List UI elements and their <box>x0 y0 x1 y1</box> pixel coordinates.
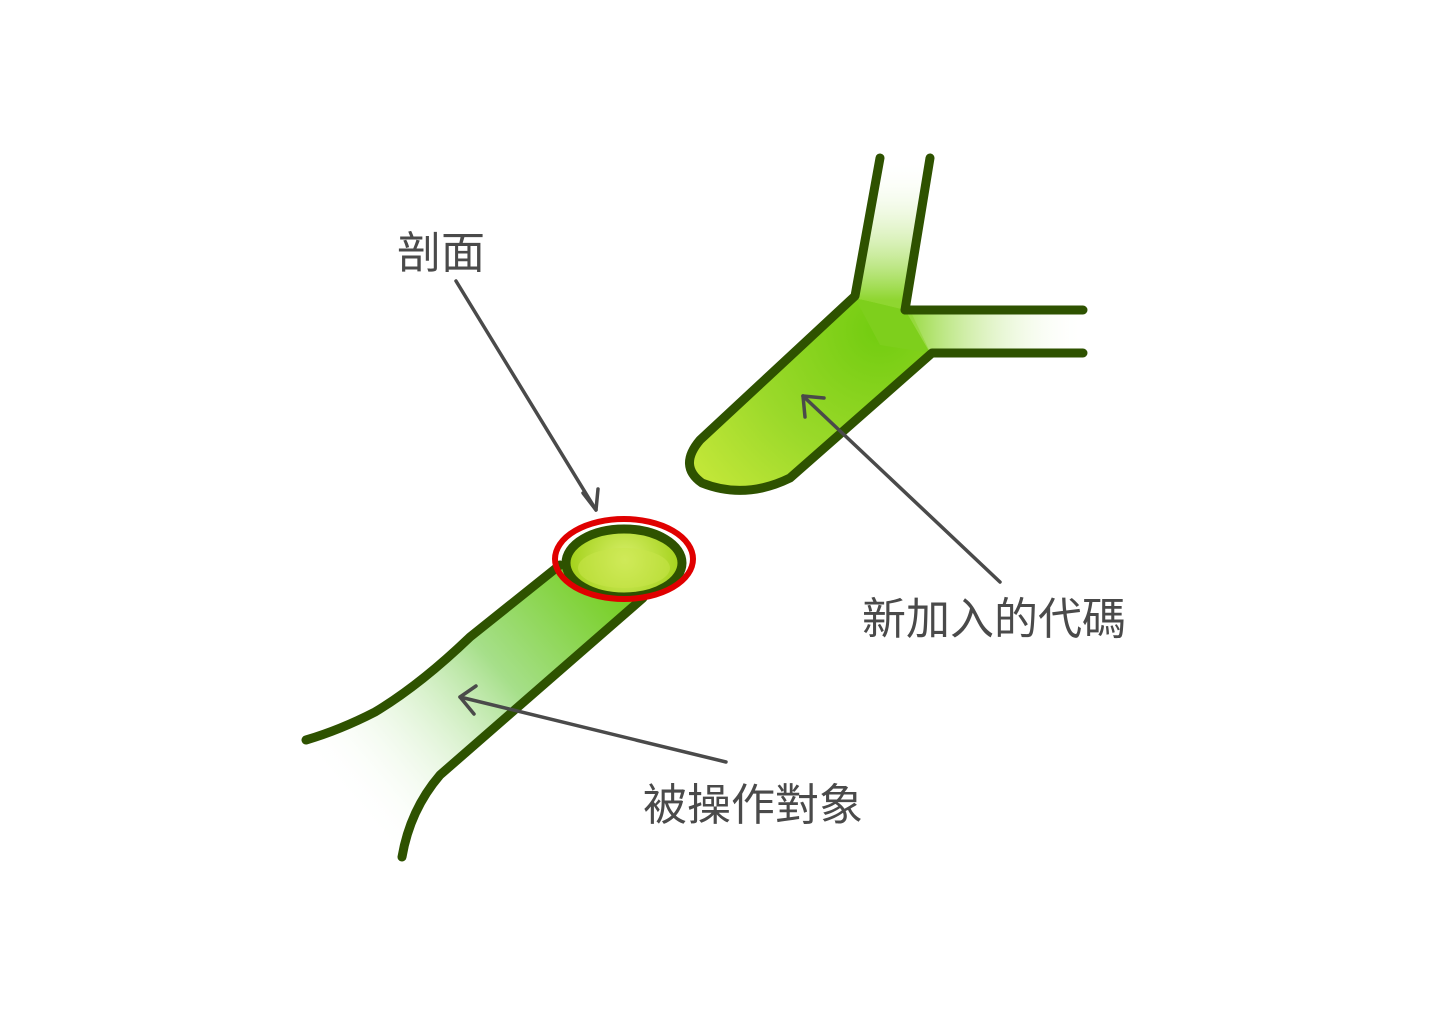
label-new-code: 新加入的代碼 <box>862 594 1126 645</box>
arrow-new-code <box>801 394 1002 584</box>
new-code-outline-notch <box>900 153 1088 315</box>
new-code-outline-left <box>685 153 1088 495</box>
new-code-right-prong-fill <box>905 310 1083 353</box>
cross-section-shine <box>578 548 670 588</box>
operated-object-outline-lower <box>397 593 648 862</box>
operated-object-outline-upper <box>301 560 565 745</box>
cross-section-highlight-ring <box>552 516 696 602</box>
arrow-operated-object <box>458 684 728 764</box>
label-operated-object: 被操作對象 <box>643 780 863 831</box>
new-code-branch <box>685 153 1088 495</box>
operated-object-branch <box>301 524 687 862</box>
new-code-junction-fill <box>855 298 930 353</box>
label-cross-section: 剖面 <box>397 228 485 279</box>
new-code-trunk-fill <box>692 298 930 491</box>
arrow-cross-section <box>454 279 600 512</box>
